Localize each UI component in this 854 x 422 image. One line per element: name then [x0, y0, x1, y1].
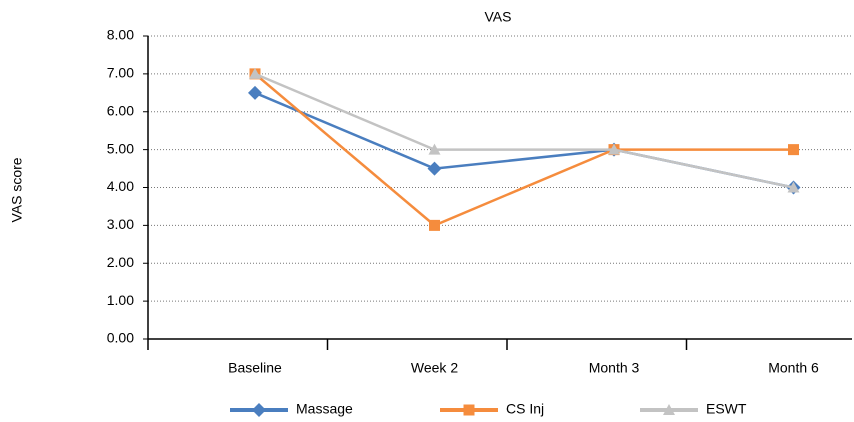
- y-axis-label: VAS score: [9, 157, 25, 222]
- y-tick-label: 6.00: [107, 102, 134, 118]
- marker: [663, 404, 675, 415]
- marker: [429, 219, 440, 231]
- legend-label: CS Inj: [506, 401, 544, 417]
- marker: [252, 403, 266, 417]
- legend-label: ESWT: [706, 401, 747, 417]
- marker: [428, 143, 441, 155]
- marker: [248, 85, 262, 100]
- y-tick-label: 4.00: [107, 178, 134, 194]
- marker: [427, 161, 442, 176]
- marker: [788, 144, 799, 156]
- series-line: [254, 72, 794, 189]
- chart-title: VAS: [485, 9, 512, 25]
- series-line: [254, 72, 794, 227]
- legend-label: Massage: [296, 401, 353, 417]
- x-tick-label: Baseline: [228, 360, 282, 376]
- marker: [608, 143, 620, 155]
- x-tick-label: Month 6: [768, 360, 819, 376]
- y-tick-label: 2.00: [107, 254, 134, 270]
- x-tick-label: Month 3: [589, 360, 640, 376]
- y-tick-label: 1.00: [107, 292, 134, 308]
- marker: [463, 404, 475, 416]
- y-tick-label: 8.00: [107, 27, 134, 43]
- marker: [787, 181, 800, 193]
- y-tick-label: 7.00: [107, 65, 134, 81]
- marker: [249, 67, 261, 79]
- x-tick-label: Week 2: [411, 360, 458, 376]
- y-tick-label: 3.00: [107, 216, 134, 232]
- y-tick-label: 0.00: [107, 330, 134, 346]
- y-tick-label: 5.00: [107, 140, 134, 156]
